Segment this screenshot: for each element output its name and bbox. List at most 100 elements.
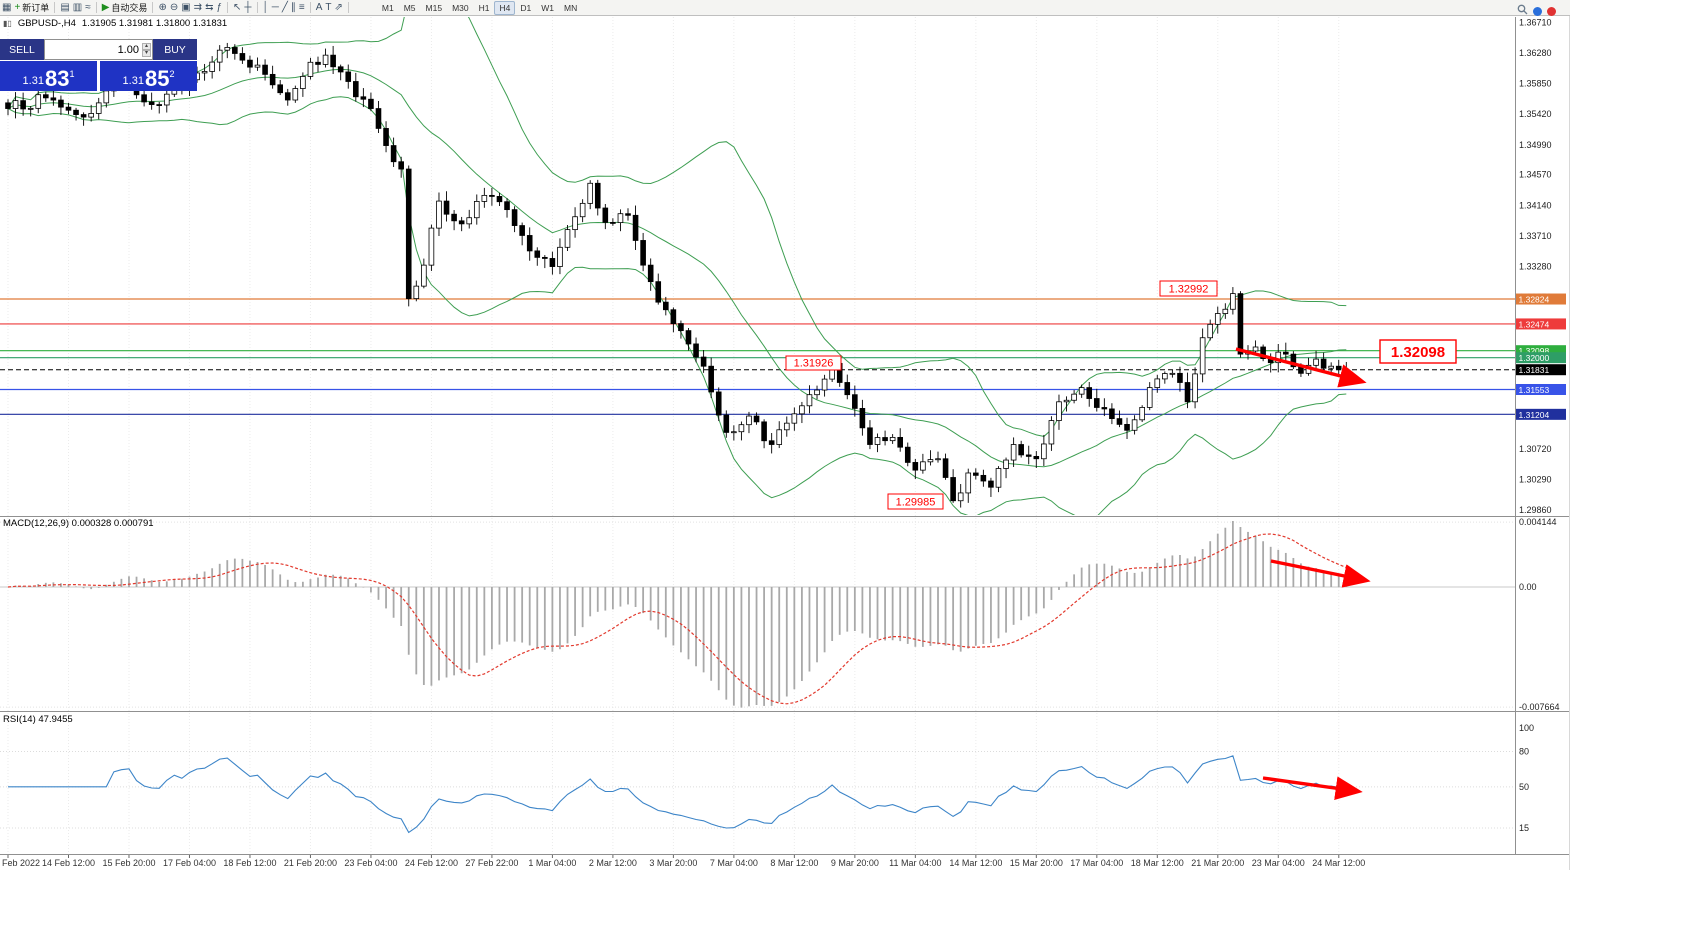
trend-arrow: [1235, 347, 1367, 388]
annotations[interactable]: 1.32992 1.31926 1.29985 1.32098: [785, 280, 1457, 800]
symbol-timeframe-label: GBPUSD-,H4: [17, 18, 76, 29]
panel-separators: [0, 0, 1570, 870]
timeframe-d1-button[interactable]: D1: [520, 2, 532, 13]
svg-text:21 Mar 20:00: 21 Mar 20:00: [1191, 858, 1244, 868]
price-label-box: [785, 355, 842, 371]
time-axis: Feb 2022 14 Feb 12:00 15 Feb 20:00 17 Feb 0…: [2, 855, 1365, 868]
notifications-icon[interactable]: [1547, 6, 1556, 16]
community-icon[interactable]: [1533, 6, 1542, 16]
chart-candles-button[interactable]: ▥: [73, 1, 82, 15]
trendline-button[interactable]: ╱: [282, 1, 288, 15]
toolbar-separator: [256, 2, 258, 13]
sell-button[interactable]: SELL: [0, 39, 44, 60]
equidistant-channel-button[interactable]: ∥: [291, 1, 296, 15]
volume-up-button[interactable]: ▴: [141, 42, 151, 50]
svg-text:1.33280: 1.33280: [1519, 262, 1552, 272]
svg-text:15 Mar 20:00: 15 Mar 20:00: [1010, 858, 1063, 868]
sell-price-button[interactable]: 1.31 83 1: [0, 61, 97, 91]
new-order-button[interactable]: + 新订单: [14, 1, 49, 15]
svg-text:7 Mar 04:00: 7 Mar 04:00: [710, 858, 758, 868]
svg-text:24 Feb 12:00: 24 Feb 12:00: [405, 858, 458, 868]
chart-shift-icon: ⇆: [205, 1, 214, 13]
sell-price-sup: 1: [69, 69, 75, 79]
svg-text:0.00: 0.00: [1519, 582, 1537, 592]
tile-windows-icon: ▣: [181, 1, 191, 13]
sell-price-big: 83: [44, 66, 70, 91]
svg-text:2 Mar 12:00: 2 Mar 12:00: [589, 858, 637, 868]
timeframe-mn-button[interactable]: MN: [563, 2, 578, 13]
chart-bars-button[interactable]: ▤: [60, 1, 69, 15]
chart-bars-icon: ▤: [60, 1, 70, 13]
auto-trading-label: 自动交易: [111, 2, 148, 13]
bollinger-bands: [7, 17, 1347, 515]
svg-text:21 Feb 20:00: 21 Feb 20:00: [284, 858, 337, 868]
timeframe-w1-button[interactable]: W1: [541, 2, 554, 13]
timeframe-m30-button[interactable]: M30: [452, 2, 469, 13]
new-order-label: 新订单: [22, 2, 50, 13]
toolbar-separator: [227, 2, 229, 13]
buy-price-big: 85: [144, 66, 170, 91]
chart-shift-button[interactable]: ⇆: [205, 1, 213, 15]
toolbar-separator: [309, 2, 311, 13]
svg-text:14 Feb 12:00: 14 Feb 12:00: [42, 858, 95, 868]
vertical-line-button[interactable]: │: [263, 1, 269, 15]
svg-text:1.34570: 1.34570: [1519, 170, 1552, 180]
volume-down-button[interactable]: ▾: [141, 49, 151, 57]
price-label-box: [1159, 280, 1218, 297]
chart-candles-icon: ▥: [72, 1, 83, 13]
price-label-text: 1.32098: [1391, 344, 1445, 361]
zoom-in-button[interactable]: ⊕: [158, 1, 166, 15]
equidistant-channel-icon: ∥: [290, 1, 296, 13]
svg-text:27 Feb 22:00: 27 Feb 22:00: [465, 858, 518, 868]
cursor-button[interactable]: ↖: [233, 1, 241, 15]
zoom-out-button[interactable]: ⊖: [170, 1, 178, 15]
toolbar-separator: [152, 2, 154, 13]
text-label-button[interactable]: T: [325, 1, 331, 15]
auto-trading-button[interactable]: ▶ 自动交易: [102, 1, 148, 15]
new-chart-button[interactable]: ▦: [2, 1, 11, 15]
text-button[interactable]: A: [316, 1, 323, 15]
timeframe-m15-button[interactable]: M15: [425, 2, 443, 13]
svg-text:1.32000: 1.32000: [1519, 353, 1550, 363]
timeframe-h4-button[interactable]: H4: [494, 0, 516, 15]
arrows-button[interactable]: ⇗: [335, 1, 343, 15]
ohlc-values: 1.31905 1.31981 1.31800 1.31831: [81, 18, 228, 29]
timeframe-m1-button[interactable]: M1: [381, 2, 394, 13]
main-toolbar: ▦ + 新订单 ▤ ▥ ≈ ▶ 自动交易 ⊕ ⊖ ▣ ⇉ ⇆ ƒ ↖ ┼ │ ─ ╱ ∥ ≡ A T ⇗ M1 M5 M15 M30…: [0, 0, 1570, 16]
horizontal-line-button[interactable]: ─: [272, 1, 279, 15]
crosshair-button[interactable]: ┼: [244, 1, 251, 15]
svg-text:80: 80: [1519, 747, 1529, 757]
buy-price-button[interactable]: 1.31 85 2: [100, 61, 197, 91]
auto-scroll-button[interactable]: ⇉: [194, 1, 202, 15]
tile-windows-button[interactable]: ▣: [181, 1, 190, 15]
timeframe-toolbar: M1 M5 M15 M30 H1 H4 D1 W1 MN: [377, 0, 582, 15]
rsi-line: [8, 755, 1347, 834]
timeframe-h1-button[interactable]: H1: [478, 2, 490, 13]
svg-text:18 Feb 12:00: 18 Feb 12:00: [223, 858, 276, 868]
new-order-icon: +: [14, 1, 21, 13]
auto-trading-icon: ▶: [101, 1, 110, 13]
buy-button[interactable]: BUY: [153, 39, 197, 60]
timeframe-m5-button[interactable]: M5: [403, 2, 416, 13]
svg-text:1.36280: 1.36280: [1519, 48, 1552, 58]
zoom-in-icon: ⊕: [158, 1, 167, 13]
new-chart-icon: ▦: [2, 1, 12, 13]
volume-input[interactable]: 1.00 ▴ ▾: [44, 39, 153, 60]
toolbar-separator: [95, 2, 97, 13]
svg-text:1.31204: 1.31204: [1519, 410, 1550, 420]
svg-text:18 Mar 12:00: 18 Mar 12:00: [1131, 858, 1184, 868]
fibonacci-retracement-button[interactable]: ≡: [299, 1, 305, 15]
horizontal-levels[interactable]: [0, 298, 1515, 415]
chart-line-button[interactable]: ≈: [85, 1, 91, 15]
price-label-text: 1.29985: [896, 497, 936, 509]
search-icon[interactable]: [1517, 2, 1528, 20]
indicators-list-button[interactable]: ƒ: [216, 1, 222, 15]
svg-text:1.32098: 1.32098: [1519, 346, 1550, 356]
vertical-line-icon: │: [262, 1, 269, 13]
svg-text:14 Mar 12:00: 14 Mar 12:00: [949, 858, 1002, 868]
cursor-icon: ↖: [233, 1, 242, 13]
svg-text:1.34140: 1.34140: [1519, 200, 1552, 210]
svg-text:1.29860: 1.29860: [1519, 505, 1552, 515]
trendline-icon: ╱: [281, 1, 288, 13]
